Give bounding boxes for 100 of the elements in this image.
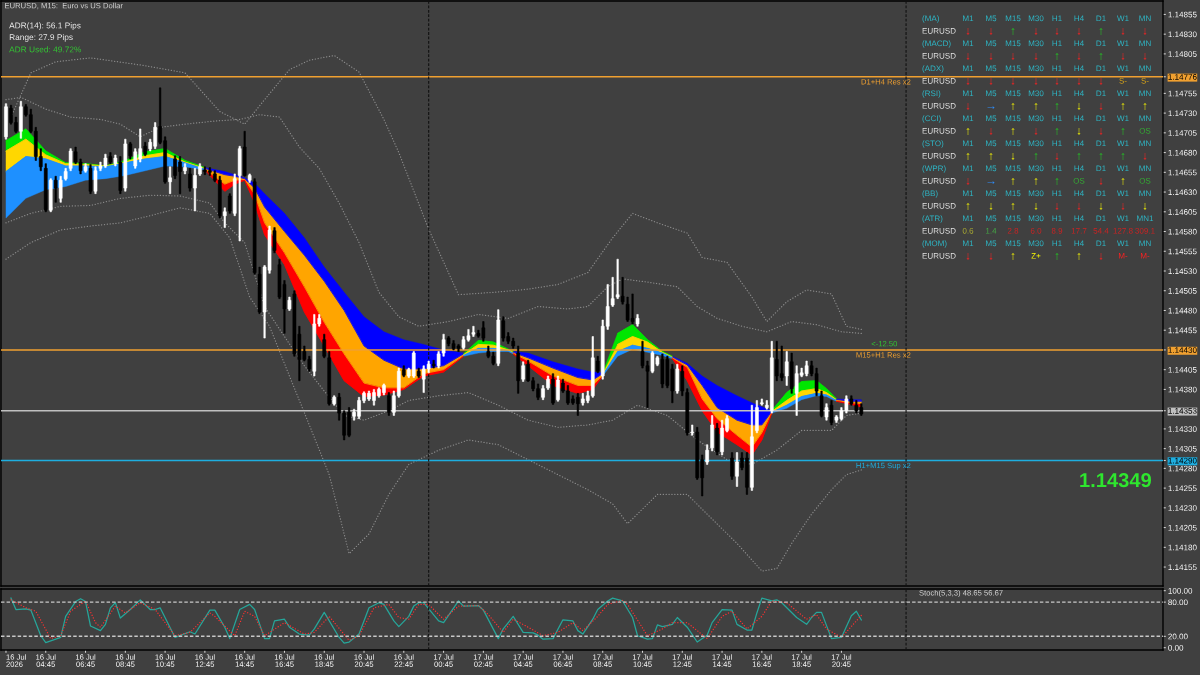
text: 1.4 <box>986 228 997 234</box>
text: M30 <box>1028 140 1044 147</box>
text: H1 <box>1052 15 1062 22</box>
y-tick-label: 1.14405 <box>1168 366 1197 373</box>
text: 2.8 <box>1007 227 1019 234</box>
text: H4 <box>1074 215 1084 222</box>
text: ↓ <box>1143 152 1147 160</box>
text: 8.9 <box>1051 227 1063 234</box>
text: (MOM) <box>922 240 947 248</box>
y-tick-label: 1.14505 <box>1168 288 1197 294</box>
text: S- <box>1141 77 1149 84</box>
text: (CCI) <box>922 115 941 123</box>
text: D1 <box>1096 240 1106 247</box>
text: M30 <box>1028 40 1044 47</box>
y-tick-label: 1.14180 <box>1168 544 1197 551</box>
text: ↓ <box>1121 52 1125 60</box>
text: M30 <box>1028 240 1044 247</box>
text: → <box>987 106 995 109</box>
text: ↓ <box>1077 77 1081 85</box>
text: ↑ <box>1055 177 1059 185</box>
text: EURUSD <box>922 202 956 209</box>
text: M30 <box>1028 215 1044 222</box>
text: M1 <box>963 215 974 222</box>
annotation: ADR Used: 49.72% <box>9 46 82 53</box>
text: ↓ <box>1011 152 1015 160</box>
annotation: 1.14349 <box>1080 473 1152 488</box>
text: H1 <box>1052 215 1062 222</box>
text: M1 <box>963 240 974 247</box>
text: H4 <box>1074 15 1084 22</box>
text: MN <box>1139 240 1151 247</box>
text: EURUSD <box>922 152 956 159</box>
y-tick-label: 80.00 <box>1168 599 1188 606</box>
text: M15 <box>1005 240 1021 247</box>
y-tick-label: 1.14205 <box>1168 524 1197 531</box>
text: W1 <box>1116 40 1129 47</box>
text: ↓ <box>1121 202 1125 210</box>
text: MN <box>1139 140 1151 147</box>
text: (MACD) <box>922 40 951 48</box>
text: M15 <box>1005 90 1021 97</box>
text: EURUSD <box>922 127 956 134</box>
y-tick-label: 1.14580 <box>1168 228 1197 235</box>
text: ↑ <box>1011 27 1015 35</box>
y-tick-label: 1.14705 <box>1168 130 1197 136</box>
text: ↓ <box>1099 202 1103 210</box>
text: ↑ <box>1055 102 1059 110</box>
text: S- <box>1119 77 1127 84</box>
text: ↓ <box>1011 52 1015 60</box>
y-tick-label: 1.14330 <box>1168 426 1197 432</box>
text: M15 <box>1005 140 1021 147</box>
text: EURUSD <box>922 227 956 234</box>
text: EURUSD <box>922 77 956 84</box>
y-tick-label: 1.14655 <box>1168 169 1197 176</box>
text: 6.0 <box>1030 227 1042 234</box>
text: ↓ <box>989 202 993 210</box>
text: ↓ <box>1077 102 1081 110</box>
text: D1 <box>1096 190 1106 197</box>
y-tick-label: 1.14380 <box>1168 386 1197 393</box>
text: ↑ <box>1099 152 1103 160</box>
text: H1 <box>1052 115 1062 122</box>
text: M30 <box>1028 115 1044 122</box>
text: ↓ <box>1034 52 1038 60</box>
text: H1 <box>1052 90 1062 97</box>
text: M5 <box>986 115 997 122</box>
text: W1 <box>1116 65 1129 72</box>
text: ↓ <box>966 27 970 35</box>
text: M5 <box>986 140 997 147</box>
text: H4 <box>1074 190 1084 197</box>
y-tick-label: 1.14155 <box>1168 564 1197 571</box>
text: ↑ <box>1034 177 1038 185</box>
text: 54.4 <box>1093 228 1109 234</box>
text: H1 <box>1052 165 1062 172</box>
text: H4 <box>1074 240 1084 247</box>
text: ↓ <box>1077 127 1081 135</box>
text: H4 <box>1074 115 1084 122</box>
text: ↑ <box>1077 252 1081 260</box>
y-tick-label: 1.14430 <box>1168 347 1197 353</box>
y-tick-label: 1.14455 <box>1168 327 1197 334</box>
text: ↑ <box>1011 177 1015 185</box>
text: MN <box>1139 90 1151 97</box>
text: ↓ <box>1143 27 1147 35</box>
text: ↑ <box>1055 127 1059 135</box>
text: ↓ <box>966 102 970 110</box>
y-tick-label: 1.14630 <box>1168 189 1197 196</box>
text: M15 <box>1005 115 1021 122</box>
text: ↓ <box>1034 77 1038 85</box>
text: ↓ <box>1099 127 1103 135</box>
text: W1 <box>1116 115 1129 122</box>
text: D1 <box>1096 65 1106 72</box>
text: ↓ <box>989 52 993 60</box>
text: 127.8 <box>1113 227 1133 234</box>
text: ↑ <box>966 127 970 135</box>
text: ↑ <box>1011 127 1015 135</box>
text: MN <box>1139 190 1151 197</box>
text: ↓ <box>1077 202 1081 210</box>
text: ↓ <box>966 252 970 260</box>
text: W1 <box>1116 215 1129 222</box>
text: H1 <box>1052 140 1062 147</box>
text: D1 <box>1096 15 1106 22</box>
text: OS <box>1139 177 1151 184</box>
text: W1 <box>1116 140 1129 147</box>
